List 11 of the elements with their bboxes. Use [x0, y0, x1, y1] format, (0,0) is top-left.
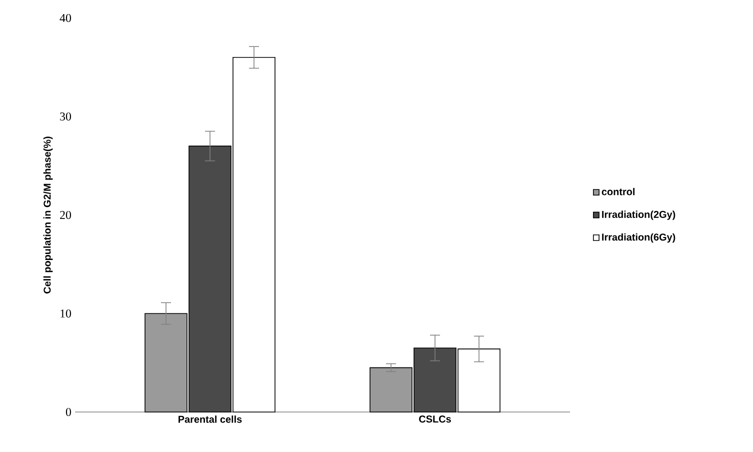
- legend-label: Irradiation(6Gy): [602, 233, 676, 243]
- y-tick-label: 0: [66, 408, 72, 416]
- legend-label: control: [602, 188, 635, 196]
- y-tick-label: 20: [60, 210, 72, 220]
- x-tick-label: CSLCs: [419, 416, 451, 423]
- legend-label: Irradiation(2Gy): [602, 210, 676, 220]
- y-tick-label: 40: [60, 14, 72, 22]
- y-tick-label: 10: [60, 309, 72, 318]
- x-tick-label: Parental cells: [178, 416, 242, 423]
- y-axis-title: Cell population in G2/M phase(%): [43, 136, 53, 294]
- y-tick-label: 30: [60, 112, 72, 121]
